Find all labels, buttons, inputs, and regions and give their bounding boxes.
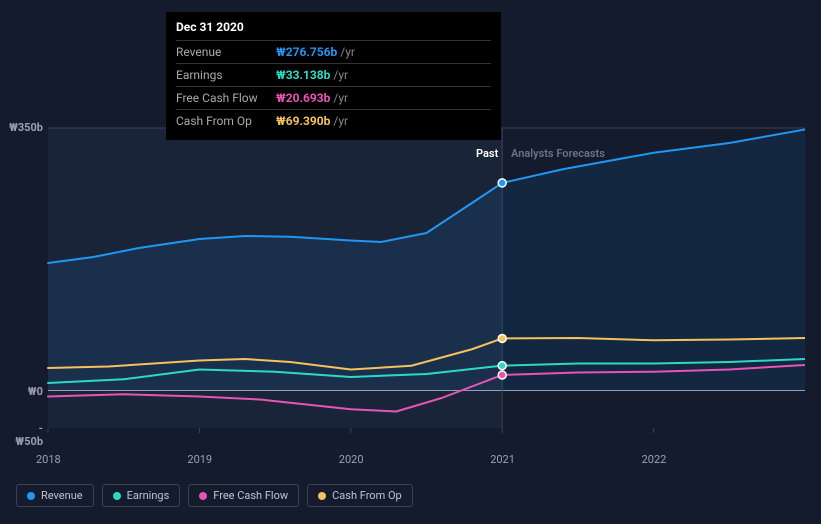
legend-label: Earnings bbox=[127, 489, 170, 502]
tooltip-label: Revenue bbox=[176, 45, 276, 59]
legend-label: Cash From Op bbox=[332, 489, 402, 502]
legend-item-revenue[interactable]: Revenue bbox=[16, 484, 94, 507]
chart-svg bbox=[16, 120, 805, 460]
tooltip-row: Free Cash Flow₩20.693b/yr bbox=[176, 86, 491, 109]
legend-label: Free Cash Flow bbox=[213, 489, 288, 502]
legend-label: Revenue bbox=[41, 489, 83, 502]
tooltip-label: Free Cash Flow bbox=[176, 91, 276, 105]
legend-item-cash-from-op[interactable]: Cash From Op bbox=[307, 484, 413, 507]
tooltip-value: ₩276.756b bbox=[276, 45, 337, 59]
tooltip-unit: /yr bbox=[333, 114, 348, 128]
tooltip-value: ₩20.693b bbox=[276, 91, 330, 105]
tooltip-value: ₩69.390b bbox=[276, 114, 330, 128]
x-tick-label: 2019 bbox=[187, 453, 212, 466]
tooltip-unit: /yr bbox=[333, 68, 348, 82]
legend-dot bbox=[27, 492, 35, 500]
y-tick-label: ₩0 bbox=[28, 385, 43, 398]
legend-dot bbox=[199, 492, 207, 500]
legend-dot bbox=[318, 492, 326, 500]
legend-dot bbox=[113, 492, 121, 500]
legend-item-free-cash-flow[interactable]: Free Cash Flow bbox=[188, 484, 299, 507]
y-tick-label: -₩50b bbox=[15, 422, 43, 448]
tooltip-value: ₩33.138b bbox=[276, 68, 330, 82]
legend-item-earnings[interactable]: Earnings bbox=[102, 484, 181, 507]
tooltip-row: Earnings₩33.138b/yr bbox=[176, 63, 491, 86]
tooltip-date: Dec 31 2020 bbox=[176, 20, 491, 40]
tooltip-row: Cash From Op₩69.390b/yr bbox=[176, 109, 491, 132]
tooltip-label: Earnings bbox=[176, 68, 276, 82]
tooltip-unit: /yr bbox=[333, 91, 348, 105]
x-tick-label: 2020 bbox=[339, 453, 364, 466]
legend: Revenue Earnings Free Cash Flow Cash From O… bbox=[16, 484, 413, 507]
financials-chart: ₩350b ₩0 -₩50b Past Analysts Forecasts 2… bbox=[16, 120, 805, 475]
x-tick-label: 2018 bbox=[36, 453, 61, 466]
tooltip-row: Revenue₩276.756b/yr bbox=[176, 40, 491, 63]
forecast-label: Analysts Forecasts bbox=[511, 147, 605, 160]
y-tick-label: ₩350b bbox=[9, 121, 43, 134]
past-label: Past bbox=[476, 147, 498, 160]
tooltip-unit: /yr bbox=[340, 45, 355, 59]
tooltip-label: Cash From Op bbox=[176, 114, 276, 128]
x-tick-label: 2021 bbox=[490, 453, 515, 466]
x-tick-label: 2022 bbox=[642, 453, 667, 466]
chart-tooltip: Dec 31 2020 Revenue₩276.756b/yrEarnings₩… bbox=[166, 12, 501, 140]
